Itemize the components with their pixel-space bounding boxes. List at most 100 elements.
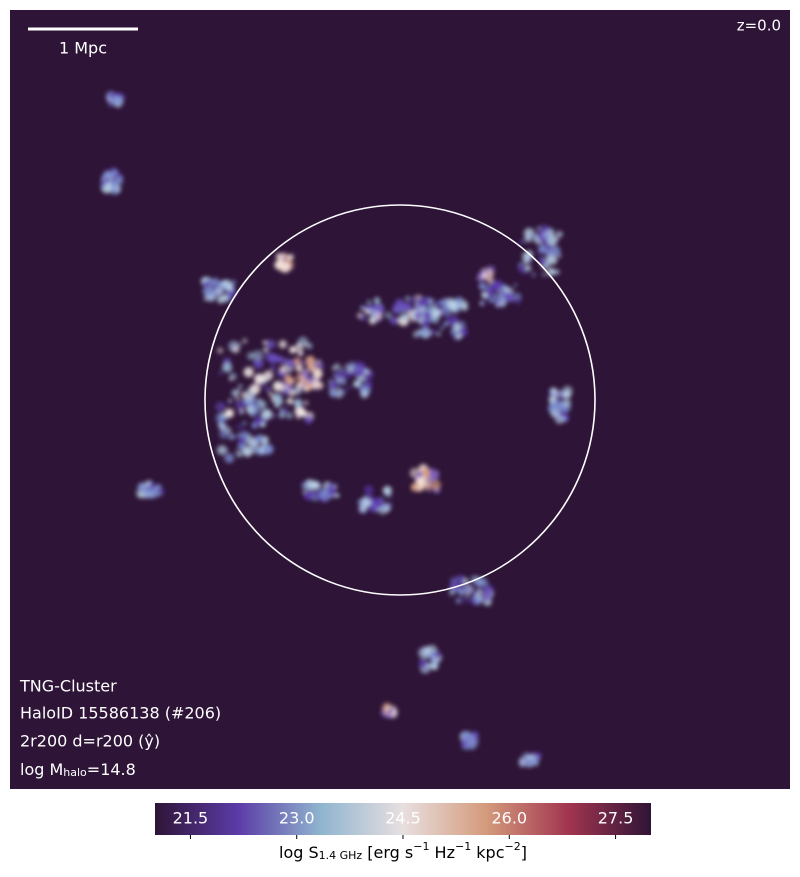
colorbar-tick-label: 21.5: [173, 809, 209, 828]
emission-blob: [216, 445, 227, 456]
emission-blob: [250, 412, 256, 418]
emission-blob: [278, 340, 288, 349]
emission-blob: [226, 295, 230, 300]
emission-blob: [414, 302, 419, 307]
emission-blob: [272, 413, 277, 418]
emission-blob: [425, 308, 431, 314]
emission-blob: [518, 262, 523, 267]
emission-blob: [421, 319, 430, 328]
emission-blob: [214, 287, 223, 297]
emission-blob: [116, 178, 124, 186]
mass-suffix: =14.8: [87, 760, 136, 779]
emission-blob: [315, 359, 321, 365]
colorbar-ticks: 21.5 23.0 24.5 26.0 27.5: [173, 809, 633, 839]
emission-blob: [423, 473, 430, 479]
colorbar-tick-label: 26.0: [491, 809, 527, 828]
emission-blob: [114, 184, 118, 189]
map-background: [10, 10, 790, 789]
emission-blob: [430, 479, 441, 491]
emission-blob: [524, 264, 532, 272]
emission-blob: [255, 434, 264, 443]
emission-blob: [429, 469, 440, 480]
emission-blob: [366, 299, 372, 305]
label-part: −1: [413, 840, 429, 853]
emission-blob: [277, 356, 285, 363]
emission-blob: [135, 489, 143, 497]
emission-blob: [448, 589, 455, 596]
emission-blob: [344, 363, 349, 369]
mass-prefix: log M: [20, 760, 63, 779]
emission-blob: [550, 405, 556, 410]
emission-blob: [436, 332, 441, 337]
emission-blob: [237, 383, 243, 389]
label-part: Hz: [429, 843, 455, 862]
emission-blob: [228, 398, 232, 403]
info-line: TNG-Cluster: [19, 677, 117, 696]
emission-blob: [305, 355, 316, 366]
emission-blob: [230, 279, 237, 286]
emission-blob: [481, 301, 486, 306]
emission-blob: [236, 451, 243, 458]
emission-blob: [231, 345, 240, 354]
emission-blob: [303, 491, 313, 500]
emission-blob: [494, 298, 499, 302]
emission-blob: [220, 412, 226, 417]
emission-blob: [225, 410, 233, 418]
emission-blob: [363, 485, 374, 495]
emission-blob: [440, 326, 444, 331]
emission-blob: [471, 735, 477, 740]
emission-blob: [241, 391, 248, 399]
emission-blob: [423, 311, 432, 320]
emission-blob: [554, 400, 559, 405]
emission-blob: [562, 390, 572, 399]
colorbar-label: log S1.4 GHz [erg s−1 Hz−1 kpc−2]: [279, 840, 527, 862]
emission-blob: [513, 283, 518, 287]
emission-blob: [563, 399, 572, 407]
label-part: log S: [279, 843, 319, 862]
emission-blob: [540, 259, 547, 266]
emission-blob: [420, 664, 425, 669]
redshift-label: z=0.0: [737, 17, 781, 35]
emission-blob: [108, 100, 114, 106]
mass-subscript: halo: [63, 766, 87, 779]
emission-blob: [144, 488, 155, 499]
emission-blob: [279, 365, 288, 374]
emission-blob: [148, 481, 155, 487]
emission-blob: [447, 300, 458, 311]
emission-blob: [389, 316, 399, 325]
emission-blob: [217, 347, 224, 354]
emission-blob: [224, 453, 235, 464]
emission-blob: [459, 300, 468, 309]
emission-blob: [212, 277, 219, 284]
label-part: 1.4 GHz: [319, 849, 363, 862]
emission-blob: [104, 177, 111, 184]
emission-blob: [286, 397, 294, 405]
emission-blob: [555, 415, 564, 425]
emission-blob: [455, 334, 462, 340]
label-part: −1: [455, 840, 471, 853]
colorbar-tick-label: 24.5: [385, 809, 421, 828]
emission-blob: [268, 391, 274, 397]
emission-blob: [113, 95, 124, 106]
emission-blob: [421, 467, 429, 475]
emission-blob: [280, 261, 291, 273]
emission-blob: [334, 370, 345, 381]
emission-blob: [536, 226, 540, 230]
emission-blob: [504, 291, 515, 302]
emission-blob: [554, 269, 560, 275]
emission-blob: [304, 415, 313, 424]
emission-blob: [347, 366, 354, 373]
emission-blob: [529, 754, 535, 761]
emission-blob: [362, 305, 367, 310]
emission-blob: [413, 311, 423, 320]
emission-blob: [544, 232, 551, 239]
emission-blob: [284, 374, 292, 383]
emission-blob: [218, 371, 223, 375]
emission-blob: [481, 591, 492, 602]
emission-blob: [100, 181, 106, 186]
emission-blob: [401, 301, 413, 313]
emission-blob: [275, 252, 283, 260]
emission-blob: [302, 368, 309, 376]
emission-blob: [252, 350, 264, 361]
emission-blob: [416, 471, 423, 479]
